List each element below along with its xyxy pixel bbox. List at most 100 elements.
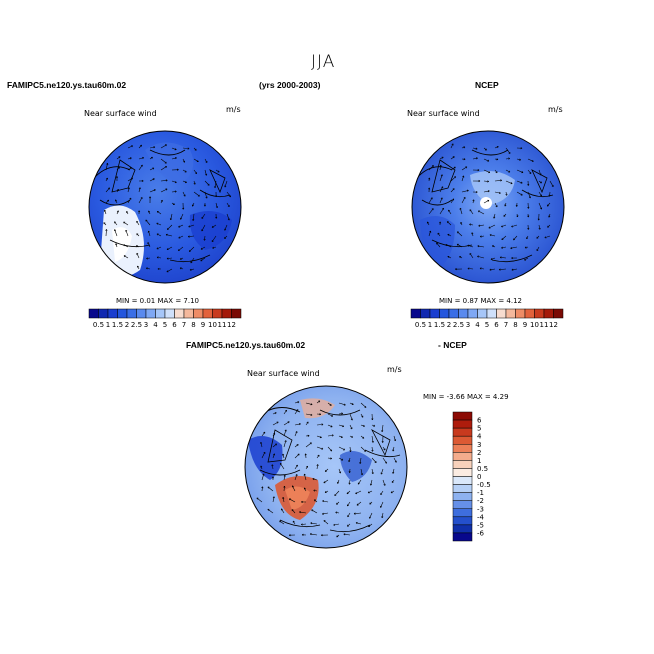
wind-vector-arrow [294, 401, 300, 404]
colorbar-model-swatch [193, 308, 204, 319]
wind-vector-arrow [156, 233, 162, 237]
wind-vector-arrow [526, 235, 529, 240]
wind-vector-arrow [171, 157, 177, 160]
wind-vector-arrow [116, 166, 120, 171]
colorbar-difference-tick-label: 6 [477, 417, 482, 425]
colorbar-ncep-swatch [543, 308, 554, 319]
colorbar-ncep-swatch [448, 308, 459, 319]
wind-vector-arrow [349, 413, 353, 421]
wind-vector-arrow [349, 424, 353, 430]
wind-vector-arrow [347, 523, 351, 527]
colorbar-ncep-swatch [524, 308, 535, 319]
wind-vector-arrow [516, 169, 524, 174]
wind-vector-arrow [447, 233, 452, 237]
colorbar-ncep-tick-label: 6 [494, 321, 499, 329]
top-left-variable: Near surface wind [84, 109, 157, 118]
wind-vector-arrow [135, 245, 140, 248]
wind-vector-arrow [127, 145, 133, 149]
wind-vector-arrow [116, 210, 119, 215]
wind-vector-arrow [291, 485, 296, 492]
wind-vector-arrow [516, 213, 519, 218]
colorbar-ncep-tick-label: 5 [485, 321, 489, 329]
wind-vector-arrow [381, 435, 384, 443]
wind-vector-arrow [188, 246, 195, 252]
wind-vector-arrow [445, 244, 452, 248]
wind-vector-arrow [272, 412, 277, 415]
wind-vector-arrow [160, 188, 168, 193]
wind-vector-arrow [294, 453, 300, 459]
map-difference [244, 385, 408, 549]
wind-vector-arrow [382, 446, 386, 451]
wind-vector-arrow [516, 158, 521, 161]
wind-vector-arrow [390, 490, 395, 494]
wind-vector-arrow [261, 431, 266, 437]
wind-vector-arrow [127, 177, 133, 182]
wind-vector-arrow [149, 146, 156, 149]
wind-vector-arrow [138, 179, 144, 183]
wind-vector-arrow [215, 169, 220, 173]
wind-vector-arrow [138, 197, 143, 204]
wind-vector-arrow [527, 169, 532, 174]
wind-vector-arrow [505, 169, 511, 173]
colorbar-difference-tick-label: 0.5 [477, 465, 488, 473]
colorbar-ncep-tick-label: 0.5 [415, 321, 426, 329]
wind-vector-arrow [360, 424, 365, 427]
wind-vector-arrow [115, 243, 118, 248]
wind-vector-arrow [483, 169, 491, 174]
wind-vector-arrow [516, 191, 523, 196]
wind-vector-arrow [336, 534, 340, 538]
wind-vector-arrow [338, 435, 343, 438]
wind-vector-arrow [469, 223, 474, 226]
wind-vector-arrow [492, 245, 496, 248]
wind-vector-arrow [283, 440, 287, 448]
wind-vector-arrow [125, 229, 129, 237]
wind-vector-arrow [323, 479, 329, 484]
wind-vector-arrow [271, 464, 274, 470]
wind-vector-arrow [188, 224, 195, 228]
colorbar-model-tick-label: 1.5 [112, 321, 123, 329]
colorbar-difference-swatch [452, 411, 473, 421]
wind-vector-arrow [527, 158, 534, 162]
wind-vector-arrow [505, 191, 508, 196]
wind-vector-arrow [322, 500, 329, 503]
wind-vector-arrow [338, 446, 345, 451]
wind-vector-arrow [338, 457, 344, 461]
wind-vector-arrow [448, 209, 452, 215]
wind-vector-arrow [450, 176, 457, 182]
wind-vector-arrow [105, 187, 110, 193]
wind-vector-arrow [327, 402, 332, 406]
bottom-case-label: FAMIPC5.ne120.ys.tau60m.02 [186, 340, 306, 350]
top-right-minmax: MIN = 0.87 MAX = 4.12 [439, 297, 522, 305]
wind-vector-arrow [156, 211, 162, 215]
wind-vector-arrow [428, 230, 432, 237]
wind-vector-arrow [283, 429, 287, 437]
wind-vector-arrow [288, 534, 296, 537]
colorbar-model-tick-label: 6 [172, 321, 177, 329]
colorbar-model-tick-label: 7 [182, 321, 186, 329]
wind-vector-arrow [123, 255, 129, 259]
wind-vector-arrow [505, 180, 513, 185]
wind-vector-arrow [138, 164, 143, 171]
wind-vector-arrow [272, 432, 276, 437]
wind-vector-arrow [439, 207, 444, 215]
colorbar-ncep-swatch [439, 308, 450, 319]
wind-vector-arrow [360, 413, 364, 418]
colorbar-model-tick-label: 2 [125, 321, 129, 329]
wind-vector-arrow [456, 243, 463, 248]
colorbar-difference-tick-label: -3 [477, 505, 484, 513]
wind-vector-arrow [369, 501, 373, 505]
wind-vector-arrow [294, 474, 298, 481]
wind-vector-arrow [316, 435, 322, 439]
colorbar-model: 0.5 1 1.5 2 2.5 3 4 5 6 7 8 9 10 11 12 [88, 308, 242, 329]
wind-vector-arrow [114, 221, 118, 226]
top-left-units: m/s [226, 105, 241, 114]
wind-vector-arrow [224, 180, 228, 188]
top-right-variable: Near surface wind [407, 109, 480, 118]
wind-vector-arrow [136, 252, 140, 259]
wind-vector-arrow [393, 457, 397, 463]
wind-vector-arrow [428, 187, 431, 193]
wind-vector-arrow [179, 267, 184, 270]
wind-vector-arrow [127, 197, 132, 204]
wind-vector-arrow [505, 157, 510, 160]
colorbar-difference-swatch [452, 476, 473, 485]
